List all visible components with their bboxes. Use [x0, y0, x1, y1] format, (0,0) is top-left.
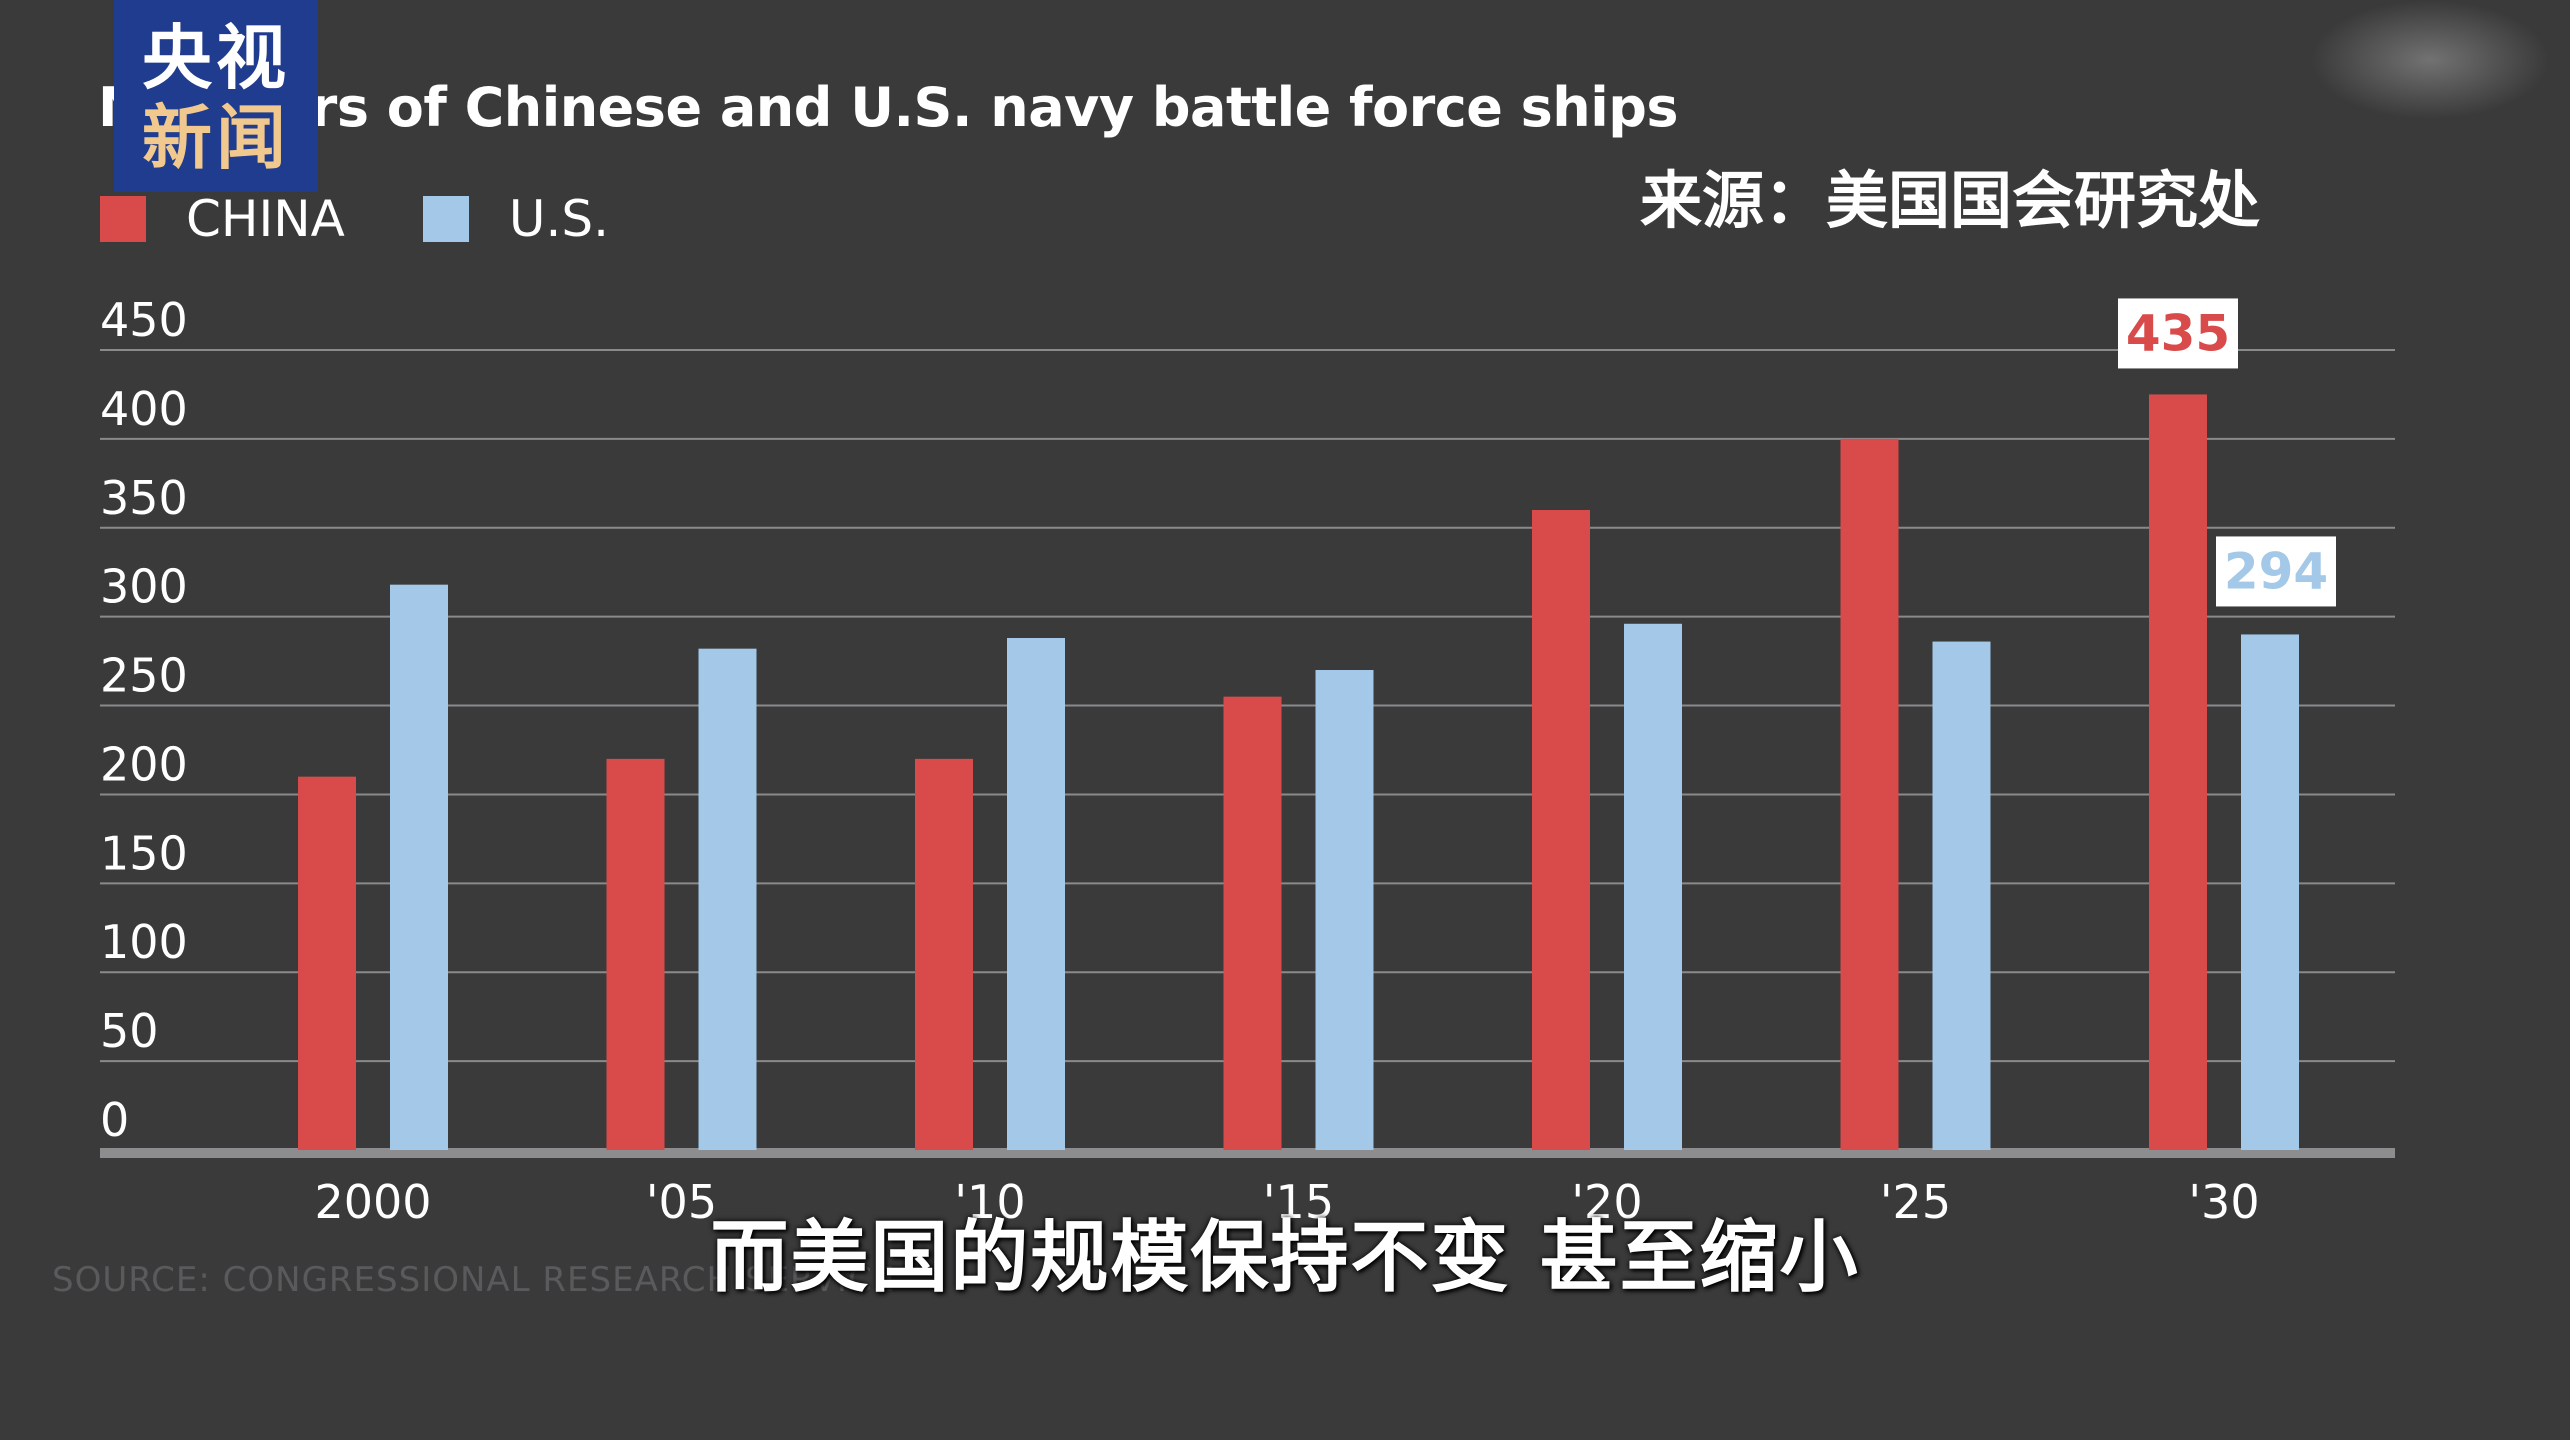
bar-china — [915, 758, 973, 1150]
legend-swatch-us — [422, 196, 469, 242]
x-tick-label: '10 — [954, 1175, 1025, 1229]
legend-item-us: U.S. — [422, 190, 609, 248]
x-tick-label: '15 — [1263, 1175, 1334, 1229]
cctv-news-logo: 央视 新闻 — [114, 0, 318, 192]
x-tick-labels: 2000 '05 '10 '15 '20 '25 '30 — [314, 1175, 2259, 1229]
y-tick-label: 350 — [100, 471, 188, 525]
chart-legend: CHINA U.S. — [100, 190, 687, 248]
bar-us — [2241, 634, 2299, 1150]
bar-us — [1315, 670, 1374, 1150]
bar-china — [1840, 438, 1899, 1150]
bar-us — [390, 584, 448, 1150]
logo-line-1: 央视 — [142, 17, 290, 99]
y-tick-label: 0 — [100, 1093, 129, 1147]
y-tick-label: 400 — [100, 382, 188, 436]
source-english: SOURCE: CONGRESSIONAL RESEARCH SERVICE — [52, 1260, 896, 1300]
bar-us — [698, 648, 757, 1150]
data-label-text: 435 — [2126, 304, 2230, 362]
x-tick-label: '25 — [1880, 1175, 1951, 1229]
blurred-watermark — [2310, 0, 2550, 120]
y-tick-label: 300 — [100, 560, 188, 614]
data-label-china: 435 — [2118, 298, 2238, 369]
bar-china — [298, 776, 356, 1150]
bar-china — [1532, 510, 1590, 1150]
x-tick-label: '05 — [646, 1175, 717, 1229]
data-label-text: 294 — [2224, 542, 2328, 600]
x-tick-label: '20 — [1571, 1175, 1642, 1229]
y-tick-labels: 0 50 100 150 200 250 300 350 400 450 — [100, 293, 188, 1147]
x-tick-label: '30 — [2188, 1175, 2259, 1229]
legend-label-china: CHINA — [186, 190, 345, 248]
data-label-box — [2216, 536, 2336, 607]
x-axis-line — [100, 1148, 2395, 1158]
y-tick-label: 150 — [100, 826, 188, 880]
data-labels: 435 294 — [2118, 298, 2336, 607]
x-tick-label: 2000 — [314, 1175, 431, 1229]
y-tick-label: 50 — [100, 1004, 159, 1058]
bar-china — [1223, 696, 1282, 1150]
bar-china — [2149, 394, 2207, 1150]
bar-us — [1007, 638, 1065, 1150]
legend-label-us: U.S. — [508, 190, 609, 248]
data-label-us: 294 — [2216, 536, 2336, 607]
bar-us — [1932, 641, 1991, 1150]
chart-title: Numbers of Chinese and U.S. navy battle … — [98, 76, 1679, 139]
caption-subtitle: 而美国的规模保持不变 甚至缩小 — [710, 1213, 1860, 1303]
legend-item-china: CHINA — [100, 190, 345, 248]
source-chinese: 来源：美国国会研究处 — [1640, 164, 2261, 237]
logo-line-2: 新闻 — [142, 97, 290, 179]
y-tick-label: 200 — [100, 737, 188, 791]
bars — [298, 394, 2299, 1150]
y-tick-label: 450 — [100, 293, 188, 347]
y-tick-label: 250 — [100, 649, 188, 703]
bar-chart: 0 50 100 150 200 250 300 350 400 450 2000 '05 '10 '1… — [100, 293, 2395, 1229]
bar-us — [1624, 623, 1682, 1150]
bar-china — [606, 758, 665, 1150]
y-tick-label: 100 — [100, 915, 188, 969]
data-label-box — [2118, 298, 2238, 369]
legend-swatch-china — [100, 196, 146, 242]
